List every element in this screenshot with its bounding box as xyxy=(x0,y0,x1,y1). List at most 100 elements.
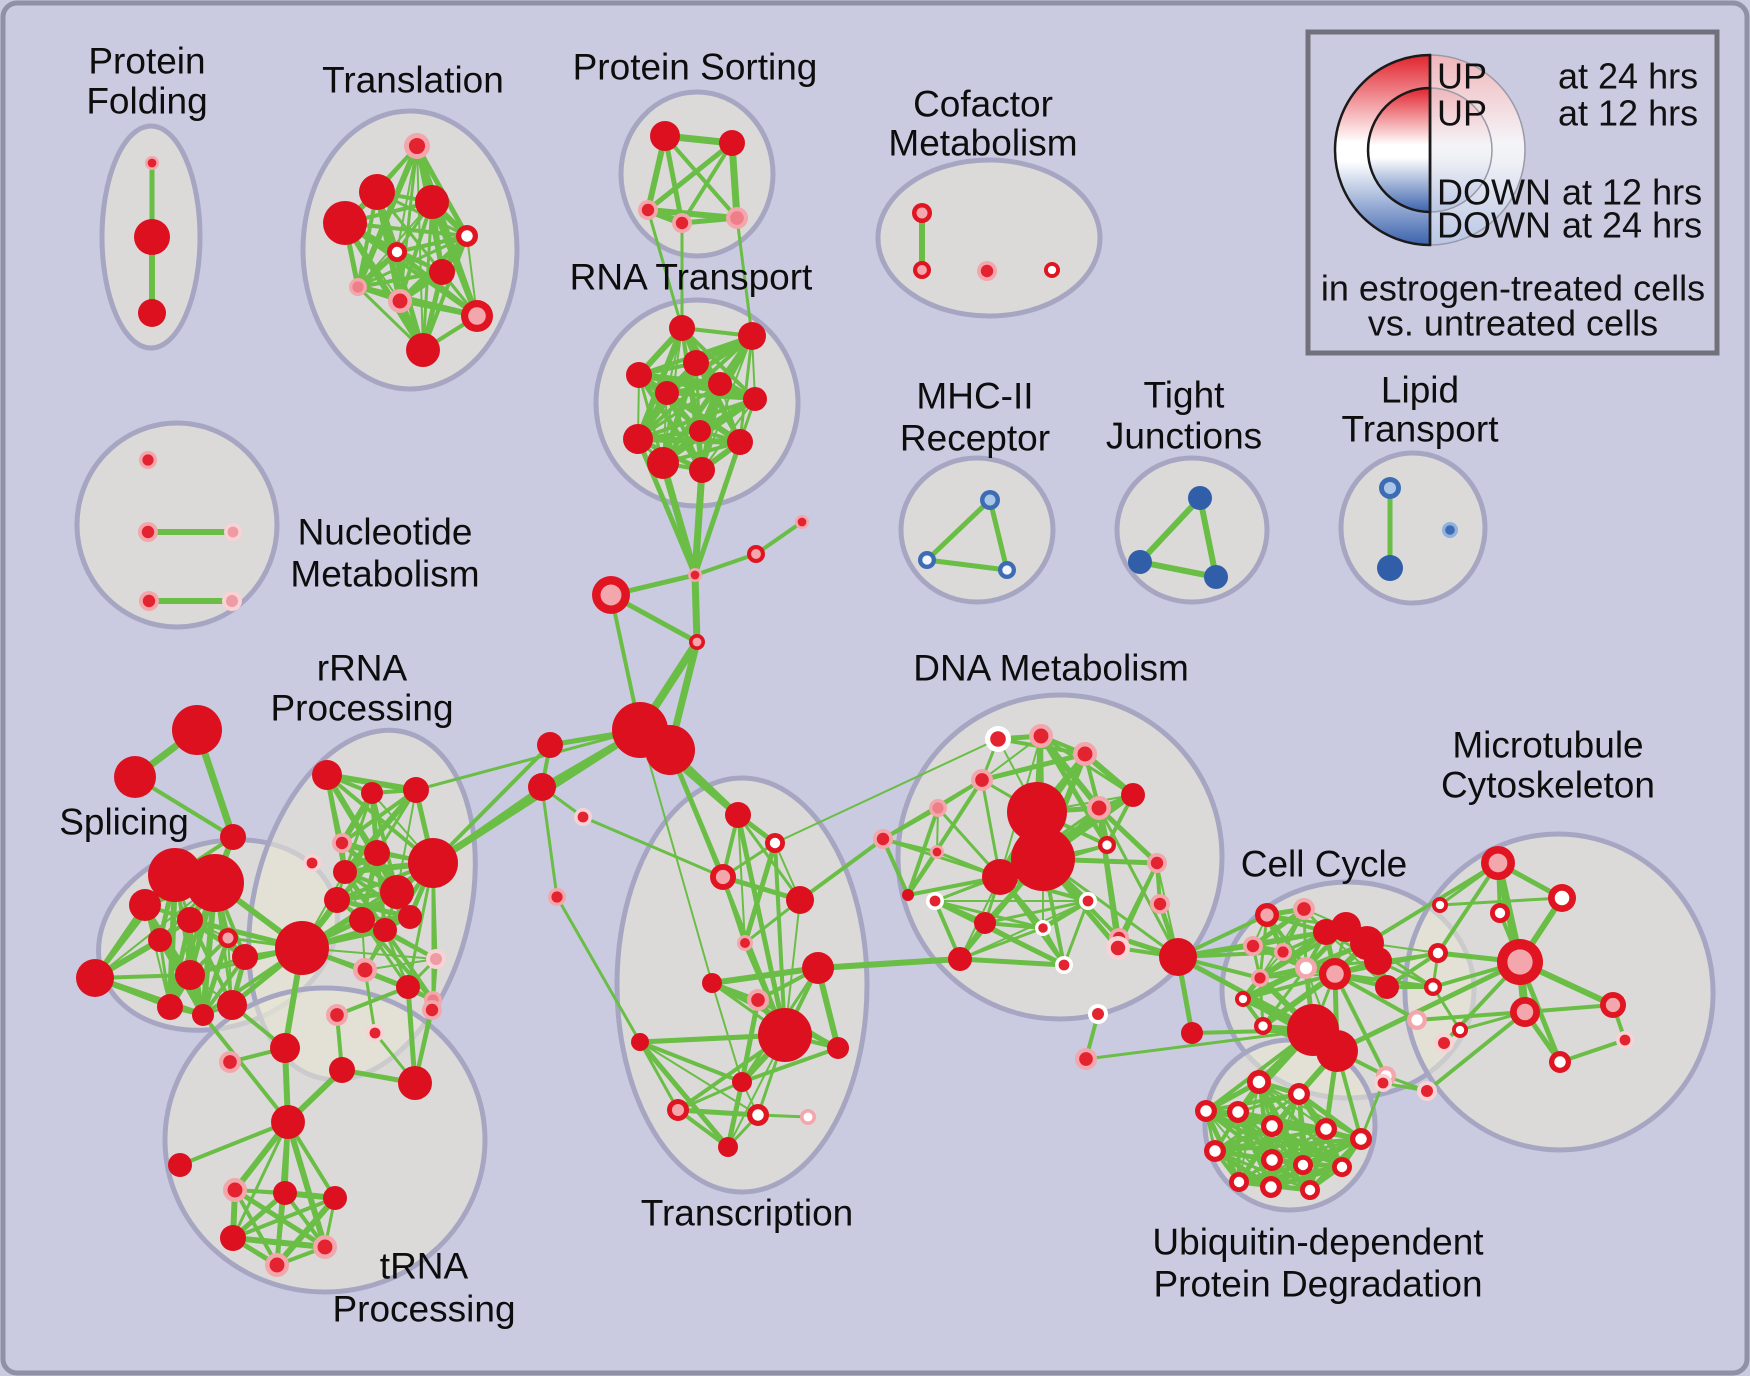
node-core-d2 xyxy=(1033,728,1049,744)
node-core-mt11 xyxy=(1619,1034,1631,1046)
cluster-label-tight-junctions: Tight xyxy=(1144,375,1226,416)
network-edge xyxy=(1240,965,1309,1002)
node-core-cc2 xyxy=(1297,902,1311,916)
network-edge xyxy=(1096,805,1121,951)
node-core-n4 xyxy=(142,594,156,608)
network-edge xyxy=(639,729,713,984)
node-h2 xyxy=(273,1181,297,1205)
node-core-cc11 xyxy=(1254,972,1266,984)
node-core-t1 xyxy=(408,137,426,155)
node-r16 xyxy=(396,975,420,999)
network-edge xyxy=(676,1080,744,1112)
node-core-cf2 xyxy=(917,265,927,275)
legend-up-24-label: UP xyxy=(1437,56,1487,97)
node-d8 xyxy=(1007,782,1067,842)
node-rt6 xyxy=(655,381,679,405)
node-core-w9 xyxy=(1355,1133,1367,1145)
node-f3 xyxy=(138,299,166,327)
network-edge xyxy=(659,459,699,579)
network-edge xyxy=(773,841,787,1037)
node-s12 xyxy=(157,994,183,1020)
node-r7 xyxy=(364,840,390,866)
node-core-d17 xyxy=(1082,895,1094,907)
node-core-s5 xyxy=(222,932,234,944)
cluster-label-nucleotide-metabolism: Metabolism xyxy=(290,554,479,595)
node-x11 xyxy=(732,1072,752,1092)
node-core-mt6 xyxy=(1507,949,1533,975)
node-hubT xyxy=(271,1105,305,1139)
network-edge xyxy=(285,1119,328,1250)
node-core-d18 xyxy=(1038,923,1048,933)
network-edge xyxy=(737,814,746,944)
network-edge xyxy=(987,497,1010,573)
node-core-b2 xyxy=(797,517,807,527)
node-core-u2 xyxy=(223,1055,237,1069)
node-s3 xyxy=(129,889,161,921)
node-sp_t3 xyxy=(220,824,246,850)
network-edge xyxy=(1097,806,1180,959)
node-s13 xyxy=(192,1004,214,1026)
network-edge xyxy=(958,926,1045,961)
network-edge xyxy=(709,965,821,986)
node-core-cc14 xyxy=(1258,1021,1268,1031)
network-edge xyxy=(639,1041,759,1116)
node-core-mt1 xyxy=(1488,853,1508,873)
node-core-d3 xyxy=(1077,746,1093,762)
node-core-ps3 xyxy=(641,203,655,217)
node-core-r4 xyxy=(335,836,349,850)
node-core-n5 xyxy=(226,595,238,607)
network-edge xyxy=(646,208,684,330)
cluster-label-transcription: Transcription xyxy=(641,1193,853,1234)
node-core-mt8 xyxy=(1605,997,1621,1013)
legend-up-12-label: UP xyxy=(1437,93,1487,134)
cluster-label-mhc-ii-receptor: Receptor xyxy=(900,418,1050,459)
node-core-t8 xyxy=(352,281,364,293)
node-core-h5 xyxy=(317,1239,333,1255)
node-core-l3 xyxy=(1445,525,1455,535)
node-core-d20 xyxy=(1058,959,1070,971)
node-x15 xyxy=(718,1137,738,1157)
node-core-cr6 xyxy=(1421,1085,1433,1097)
network-edge xyxy=(665,391,757,401)
node-core-w14 xyxy=(1304,1184,1316,1196)
node-core-w1 xyxy=(1252,1075,1266,1089)
node-core-d10 xyxy=(1091,800,1107,816)
network-edge xyxy=(274,1195,338,1268)
cluster-label-splicing: Splicing xyxy=(59,802,189,843)
network-edge xyxy=(645,140,735,213)
network-edge xyxy=(1425,1010,1527,1093)
node-rt11 xyxy=(647,447,679,479)
node-core-r14 xyxy=(430,953,442,965)
node-s10 xyxy=(232,944,258,970)
node-core-t5 xyxy=(461,230,473,242)
node-core-c7 xyxy=(551,891,563,903)
node-tj1 xyxy=(1188,486,1212,510)
node-core-w12 xyxy=(1265,1181,1277,1193)
network-edge xyxy=(739,997,761,1085)
node-cc6 xyxy=(1364,947,1392,975)
cluster-label-protein-folding: Folding xyxy=(86,81,207,122)
network-edge xyxy=(188,918,234,1007)
network-edge xyxy=(200,935,231,1018)
node-core-c6 xyxy=(577,811,589,823)
node-core-cr1 xyxy=(1432,947,1444,959)
node-core-cf3 xyxy=(980,264,994,278)
network-edge xyxy=(395,234,469,254)
node-d26 xyxy=(1181,1022,1203,1044)
network-edge xyxy=(691,571,701,646)
network-edge xyxy=(959,900,1089,960)
node-core-u5 xyxy=(425,1003,439,1017)
node-d16 xyxy=(974,912,996,934)
network-edge xyxy=(1558,1038,1627,1064)
node-c5 xyxy=(528,773,556,801)
node-core-m3 xyxy=(1002,565,1012,575)
network-edge xyxy=(1197,495,1219,580)
node-core-d5 xyxy=(932,802,944,814)
node-x9 xyxy=(758,1008,812,1062)
node-core-cc1 xyxy=(1260,908,1274,922)
node-core-cc13 xyxy=(1238,994,1248,1004)
node-u1 xyxy=(270,1033,300,1063)
node-core-cf1 xyxy=(916,207,928,219)
node-core-w8 xyxy=(1266,1154,1278,1166)
cluster-label-lipid-transport: Lipid xyxy=(1381,370,1459,411)
